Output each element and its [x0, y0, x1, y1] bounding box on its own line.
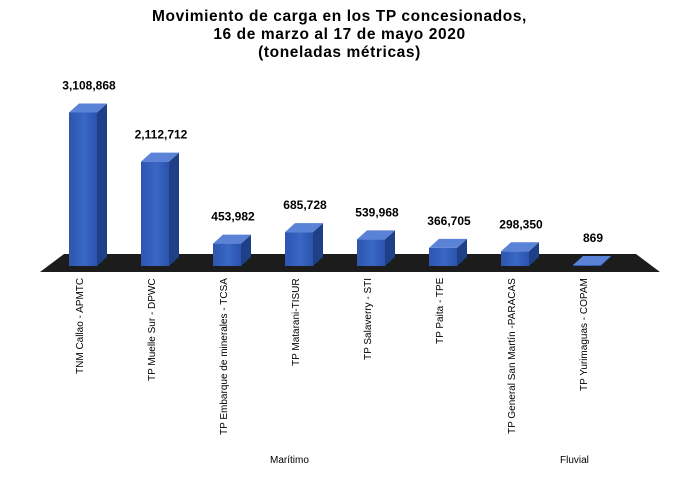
bar-2: [141, 152, 179, 266]
bar-top: [69, 103, 107, 113]
x-tick-label: TP Yurimaguas - COPAM: [579, 278, 590, 391]
bar-front: [357, 239, 385, 266]
bar-8: [573, 256, 611, 266]
group-label-2: Fluvial: [560, 455, 589, 466]
chart-floor: [40, 254, 660, 272]
bar-side: [241, 234, 251, 266]
bar-top: [501, 242, 539, 252]
bar-side: [457, 238, 467, 266]
bar-6: [429, 238, 467, 266]
data-label: 298,350: [499, 217, 543, 231]
bar-top: [213, 234, 251, 244]
bar-4: [285, 223, 323, 266]
bar-top: [285, 223, 323, 233]
bar-front: [69, 112, 97, 266]
data-label: 3,108,868: [62, 78, 116, 92]
x-tick-label: TP Embarque de minerales - TCSA: [219, 278, 230, 435]
bar-side: [601, 256, 611, 266]
bar-front: [429, 247, 457, 266]
chart-title-line-1: Movimiento de carga en los TP concesiona…: [152, 8, 527, 25]
bar-front: [285, 232, 313, 266]
bar-side: [97, 103, 107, 266]
bar-front: [573, 265, 601, 266]
chart-title: Movimiento de carga en los TP concesiona…: [0, 8, 679, 62]
bar-side: [529, 242, 539, 266]
bar-3: [213, 234, 251, 266]
x-tick-label: TP Matarani-TISUR: [291, 278, 302, 366]
bar-side: [313, 223, 323, 266]
bar-top: [429, 238, 467, 248]
x-tick-label: TP Paita - TPE: [435, 277, 446, 344]
bar-7: [501, 242, 539, 266]
bar-front: [213, 243, 241, 266]
data-label: 685,728: [283, 198, 327, 212]
bar-top: [141, 152, 179, 162]
x-tick-label: TNM Callao - APMTC: [75, 277, 86, 374]
bar-1: [69, 103, 107, 266]
bar-side: [385, 230, 395, 266]
bar-top: [573, 256, 611, 265]
x-tick-label: TP General San Martín -PARACAS: [507, 278, 518, 434]
data-label: 453,982: [211, 210, 255, 224]
chart-title-line-3: (toneladas métricas): [258, 44, 421, 61]
data-label: 539,968: [355, 205, 399, 219]
x-tick-label: TP Muelle Sur - DPWC: [147, 278, 158, 381]
chart-title-line-2: 16 de marzo al 17 de mayo 2020: [213, 26, 466, 43]
data-label: 2,112,712: [135, 128, 188, 142]
bar-5: [357, 230, 395, 266]
bar-top: [357, 230, 395, 240]
bar-side: [169, 152, 179, 266]
bar-front: [141, 161, 169, 266]
x-tick-label: TP Salaverry - STI: [363, 277, 374, 360]
data-label: 366,705: [427, 214, 471, 228]
group-label-1: Marítimo: [270, 455, 309, 466]
bar-front: [501, 251, 529, 266]
data-label: 869: [583, 231, 603, 245]
